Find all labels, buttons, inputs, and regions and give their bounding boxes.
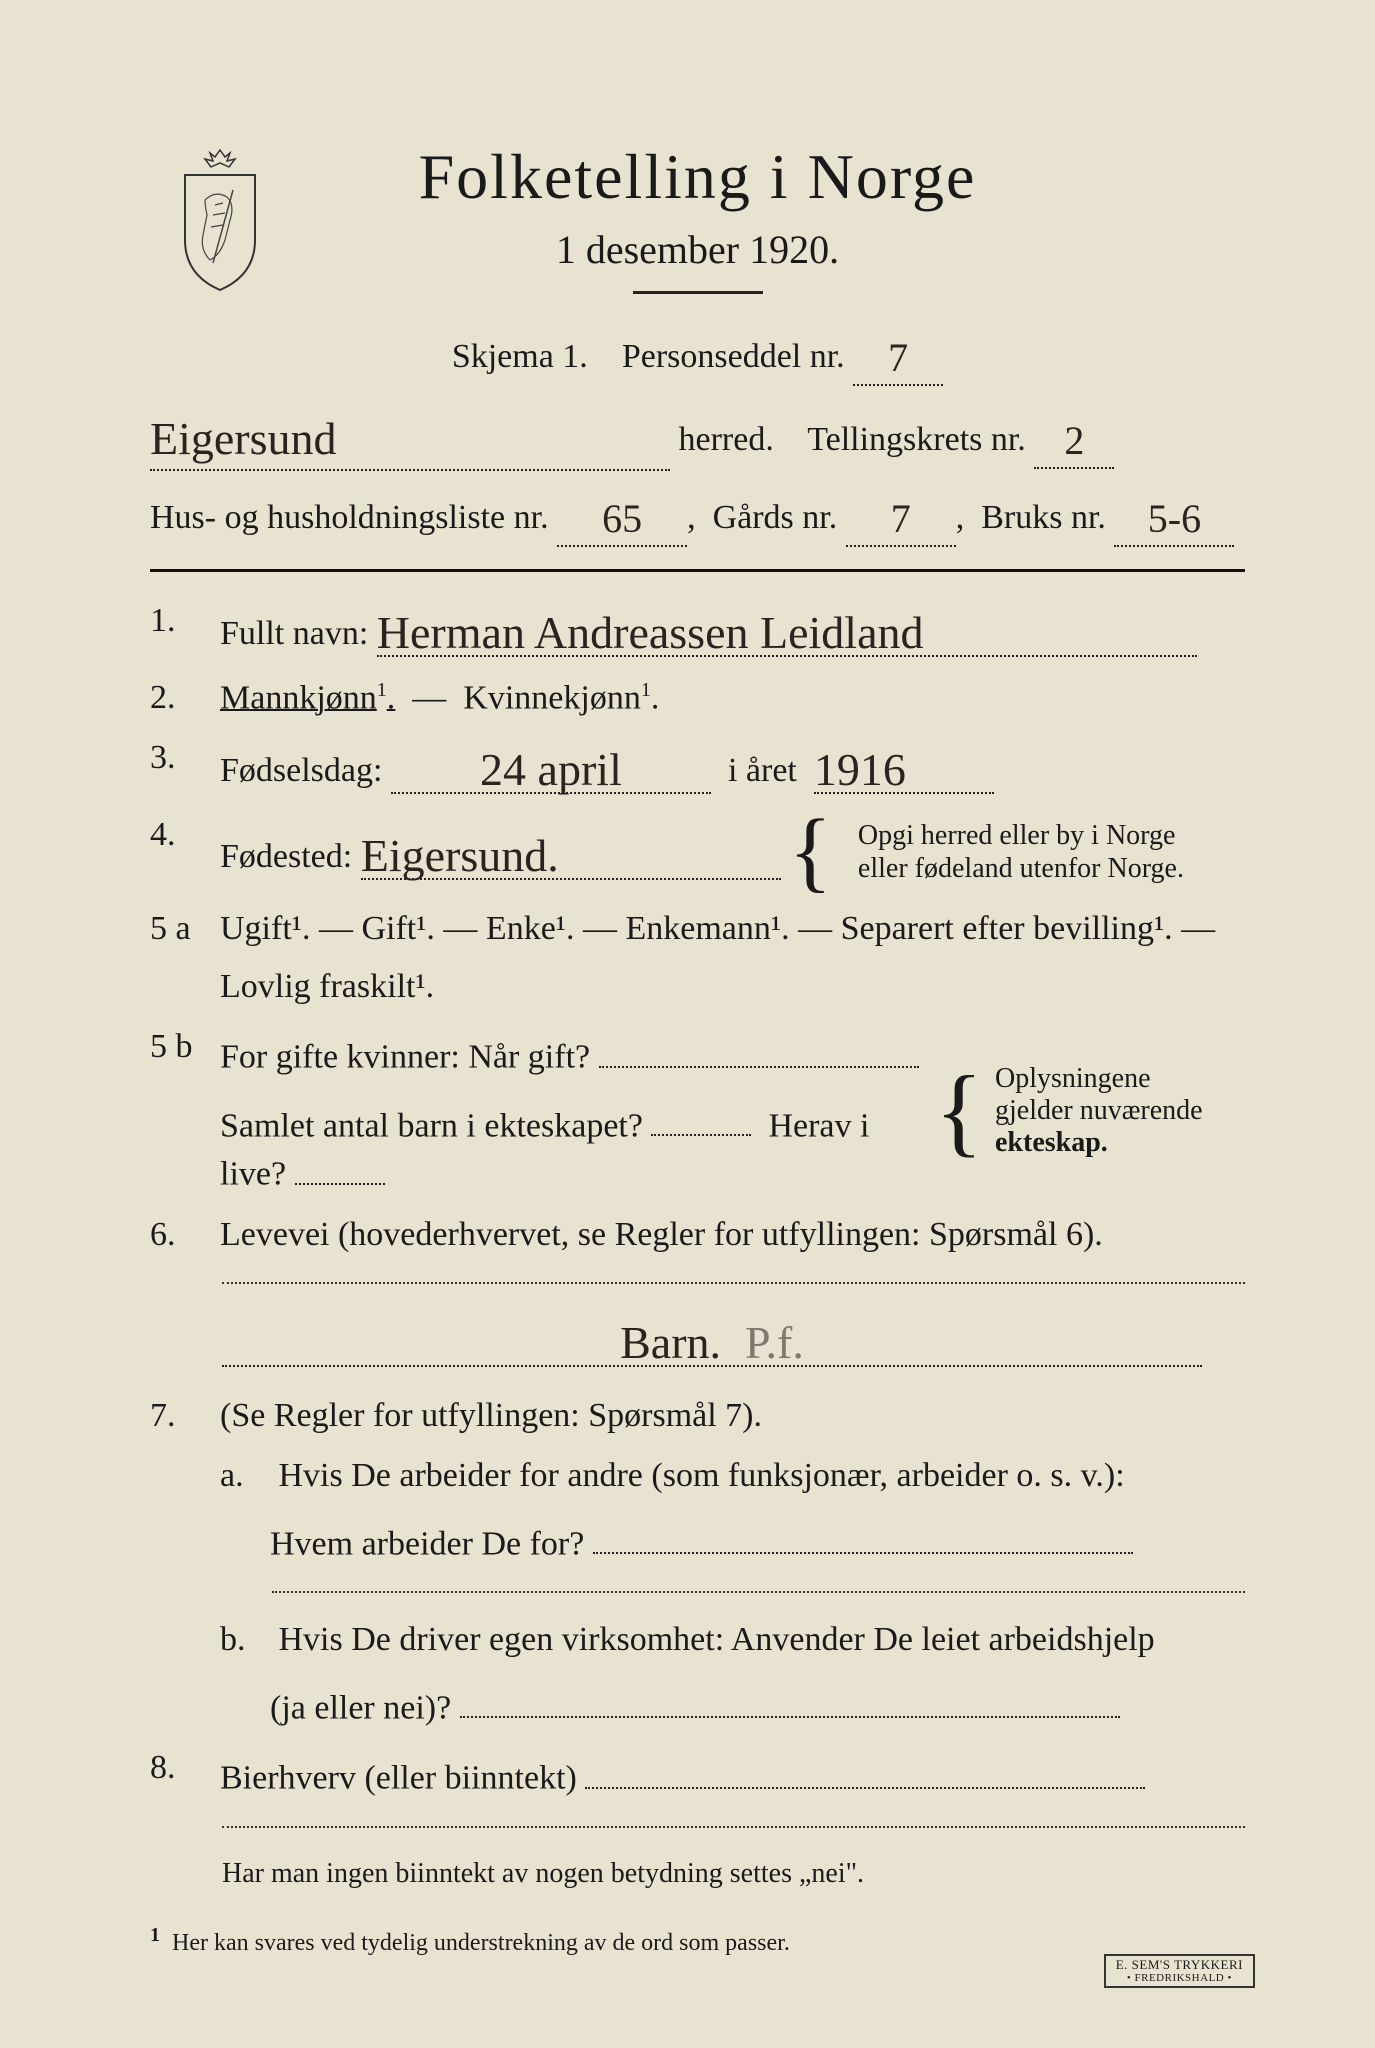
q1: 1. Fullt navn: Herman Andreassen Leidlan… [150, 602, 1245, 657]
q1-num: 1. [150, 602, 220, 657]
q3-label: Fødselsdag: [220, 752, 382, 789]
q6-value: Barn. [620, 1317, 721, 1368]
q6-line1 [222, 1282, 1245, 1284]
q3: 3. Fødselsdag: 24 april i året 1916 [150, 739, 1245, 794]
q5b-num: 5 b [150, 1028, 220, 1193]
q7b-1: Hvis De driver egen virksomhet: Anvender… [279, 1621, 1155, 1658]
q3-year: 1916 [814, 744, 906, 795]
herred-value: Eigersund [150, 413, 337, 464]
husliste-label: Hus- og husholdningsliste nr. [150, 499, 549, 536]
q6-label: Levevei (hovederhvervet, se Regler for u… [220, 1216, 1103, 1253]
husliste-line: Hus- og husholdningsliste nr. 65, Gårds … [150, 485, 1245, 547]
header-rule [150, 569, 1245, 572]
q2: 2. Mannkjønn1. — Kvinnekjønn1. [150, 679, 1245, 717]
printer-stamp: E. SEM'S TRYKKERI • FREDRIKSHALD • [1104, 1954, 1255, 1988]
q8-label: Bierhverv (eller biinntekt) [220, 1760, 577, 1797]
title-rule [633, 291, 763, 294]
q7-label: (Se Regler for utfyllingen: Spørsmål 7). [220, 1397, 762, 1434]
q2-kvinne: Kvinnekjønn [463, 679, 641, 716]
q4-sidenote: Opgi herred eller by i Norge eller fødel… [858, 819, 1184, 886]
q3-mid: i året [728, 752, 797, 789]
bruks-label: Bruks nr. [981, 499, 1106, 536]
q7: 7. (Se Regler for utfyllingen: Spørsmål … [150, 1397, 1245, 1435]
brace-icon: { [935, 1081, 983, 1141]
bruks-nr: 5-6 [1148, 496, 1201, 541]
gards-label: Gårds nr. [713, 499, 838, 536]
q5a-opts2: Lovlig fraskilt¹. [220, 968, 1245, 1006]
herred-label: herred. [679, 421, 774, 458]
q2-num: 2. [150, 679, 220, 717]
q4: 4. Fødested: Eigersund. { Opgi herred el… [150, 816, 1245, 888]
tellingskrets-label: Tellingskrets nr. [807, 421, 1026, 458]
q5a-opts: Ugift¹. — Gift¹. — Enke¹. — Enkemann¹. —… [220, 910, 1245, 948]
footnote: 1 Her kan svares ved tydelig understrekn… [150, 1924, 1245, 1957]
q5b-l1: For gifte kvinner: Når gift? [220, 1039, 590, 1076]
q4-label: Fødested: [220, 838, 352, 875]
q5b-sidenote: Oplysningene gjelder nuværende ekteskap. [995, 1063, 1245, 1159]
q7a-1: Hvis De arbeider for andre (som funksjon… [279, 1457, 1125, 1494]
q2-mann: Mannkjønn [220, 679, 377, 716]
q8-num: 8. [150, 1749, 220, 1797]
q3-num: 3. [150, 739, 220, 794]
personseddel-nr: 7 [888, 335, 908, 380]
husliste-nr: 65 [602, 496, 642, 541]
q7a: a. Hvis De arbeider for andre (som funks… [220, 1457, 1245, 1563]
census-form-page: Folketelling i Norge 1 desember 1920. Sk… [0, 0, 1375, 2037]
herred-line: Eigersund herred. Tellingskrets nr. 2 [150, 400, 1245, 471]
q1-value: Herman Andreassen Leidland [377, 607, 924, 658]
q7a-line2 [272, 1591, 1245, 1593]
brace-icon: { [789, 816, 832, 888]
q6-num: 6. [150, 1216, 220, 1254]
q7a-letter: a. [220, 1457, 270, 1495]
form-subtitle: 1 desember 1920. [150, 226, 1245, 273]
q8: 8. Bierhverv (eller biinntekt) [150, 1749, 1245, 1797]
skjema-line: Skjema 1. Personseddel nr. 7 [150, 324, 1245, 386]
q7-num: 7. [150, 1397, 220, 1435]
q3-day: 24 april [480, 744, 622, 795]
q5b-l2a: Samlet antal barn i ekteskapet? [220, 1107, 643, 1144]
bottom-note: Har man ingen biinntekt av nogen betydni… [222, 1858, 1245, 1890]
coat-of-arms [165, 145, 275, 295]
q5a-num: 5 a [150, 910, 220, 1006]
q8-line2 [222, 1826, 1245, 1828]
q6-value2: P.f. [745, 1317, 804, 1368]
q7b-2: (ja eller nei)? [270, 1689, 451, 1726]
q6: 6. Levevei (hovederhvervet, se Regler fo… [150, 1216, 1245, 1254]
tellingskrets-nr: 2 [1064, 418, 1084, 463]
q1-label: Fullt navn: [220, 615, 368, 652]
skjema-label: Skjema 1. [452, 338, 588, 375]
q6-answer-line: Barn. P.f. [222, 1312, 1245, 1367]
q7a-2: Hvem arbeider De for? [270, 1525, 584, 1562]
q7b-letter: b. [220, 1621, 270, 1659]
gards-nr: 7 [891, 496, 911, 541]
q5a: 5 a Ugift¹. — Gift¹. — Enke¹. — Enkemann… [150, 910, 1245, 1006]
q4-num: 4. [150, 816, 220, 888]
q4-value: Eigersund. [361, 830, 559, 881]
personseddel-label: Personseddel nr. [622, 338, 845, 375]
form-title: Folketelling i Norge [150, 140, 1245, 214]
q7b: b. Hvis De driver egen virksomhet: Anven… [220, 1621, 1245, 1727]
q5b: 5 b For gifte kvinner: Når gift? Samlet … [150, 1028, 1245, 1193]
